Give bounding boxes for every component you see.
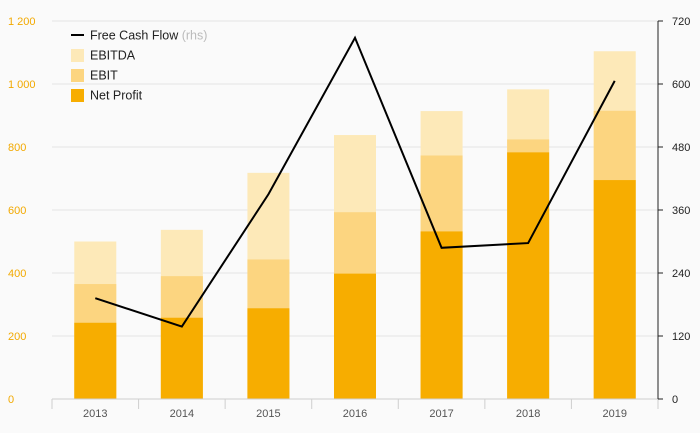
legend-label-free-cash-flow: Free Cash Flow (rhs) xyxy=(90,29,207,43)
legend-rhs-suffix: (rhs) xyxy=(178,29,207,43)
x-tick-label: 2014 xyxy=(170,408,194,420)
bar-net-profit-2013 xyxy=(74,322,117,399)
bars-group xyxy=(74,51,636,400)
bar-net-profit-2017 xyxy=(420,231,463,399)
legend: Free Cash Flow (rhs) EBITDA EBIT Net Profit xyxy=(71,29,207,103)
x-tick-label: 2019 xyxy=(602,408,626,420)
bar-net-profit-2016 xyxy=(334,273,376,399)
bar-net-profit-2018 xyxy=(507,152,550,399)
bar-net-profit-2014 xyxy=(160,317,203,399)
x-tick-label: 2013 xyxy=(83,408,107,420)
y-right-tick-label: 120 xyxy=(672,331,690,343)
line-free-cash-flow xyxy=(94,35,616,328)
x-tick-label: 2017 xyxy=(429,408,453,420)
legend-swatch-net-profit xyxy=(71,89,84,102)
y-left-tick-label: 800 xyxy=(8,142,26,154)
legend-label-ebit: EBIT xyxy=(90,69,118,83)
legend-label-ebitda: EBITDA xyxy=(90,49,136,63)
y-left-tick-label: 400 xyxy=(8,268,26,280)
legend-label-net-profit: Net Profit xyxy=(90,89,143,103)
y-left-tick-label: 600 xyxy=(8,205,26,217)
y-left-tick-label: 0 xyxy=(8,394,14,406)
axes-group xyxy=(51,20,663,409)
y-right-tick-label: 600 xyxy=(672,79,690,91)
y-left-tick-label: 1 000 xyxy=(8,79,36,91)
y-right-tick-label: 360 xyxy=(672,205,690,217)
legend-swatch-ebit xyxy=(71,69,84,82)
x-tick-label: 2018 xyxy=(516,408,540,420)
y-right-tick-label: 720 xyxy=(672,16,690,28)
free-cash-flow-line-group xyxy=(94,35,616,328)
x-tick-label: 2015 xyxy=(256,408,280,420)
legend-swatch-ebitda xyxy=(71,49,84,62)
y-left-tick-label: 200 xyxy=(8,331,26,343)
bar-net-profit-2015 xyxy=(247,308,290,399)
tick-labels-group: 0 200 400 600 800 1 000 1 200 0 120 240 360 480 600 7… xyxy=(8,16,690,420)
y-right-tick-label: 0 xyxy=(672,394,678,406)
y-left-tick-label: 1 200 xyxy=(8,16,36,28)
y-right-tick-label: 240 xyxy=(672,268,690,280)
y-right-tick-label: 480 xyxy=(672,142,690,154)
x-tick-label: 2016 xyxy=(343,408,367,420)
bar-net-profit-2019 xyxy=(593,180,636,399)
